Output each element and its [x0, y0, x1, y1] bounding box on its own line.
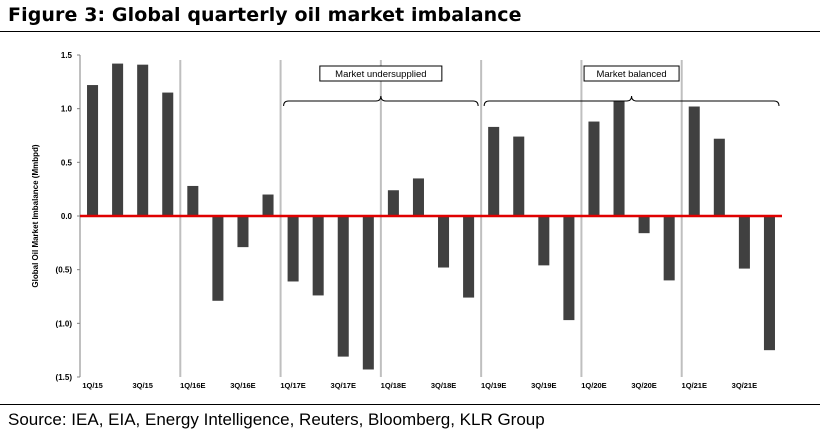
- x-tick-label: 1Q/15: [82, 381, 102, 390]
- y-tick-label: 1.0: [61, 105, 73, 114]
- bar: [513, 136, 525, 216]
- bar: [87, 85, 99, 216]
- x-tick-label: 1Q/20E: [581, 381, 606, 390]
- x-tick-label: 3Q/16E: [230, 381, 255, 390]
- title-rule: [0, 31, 820, 32]
- x-tick-label: 1Q/16E: [180, 381, 205, 390]
- y-tick-label: (1.5): [56, 373, 73, 382]
- annotation-bracket: [283, 95, 479, 107]
- bar: [538, 216, 550, 266]
- bar: [763, 216, 775, 351]
- bar: [262, 194, 274, 216]
- bar: [362, 216, 374, 370]
- annotation-bracket: [483, 95, 780, 107]
- oil-imbalance-chart: Global Oil Market Imbalance (Mmbpd) 1.5 1…: [31, 51, 782, 390]
- bar: [412, 178, 424, 216]
- bar: [588, 121, 600, 216]
- x-tick-label: 3Q/20E: [631, 381, 656, 390]
- bar: [212, 216, 224, 301]
- source-rule: [0, 404, 820, 405]
- bar: [663, 216, 675, 281]
- y-tick-label: 0.0: [61, 212, 73, 221]
- bar: [112, 63, 124, 217]
- x-tick-label: 3Q/17E: [331, 381, 356, 390]
- annotation-label: Market balanced: [596, 69, 666, 80]
- source-note: Source: IEA, EIA, Energy Intelligence, R…: [8, 410, 545, 429]
- figure-title: Figure 3: Global quarterly oil market im…: [8, 4, 522, 26]
- x-tick-label: 1Q/18E: [381, 381, 406, 390]
- annotation-box: [319, 65, 443, 82]
- bar: [688, 106, 700, 216]
- bar: [287, 216, 299, 282]
- bar: [312, 216, 324, 296]
- bar: [438, 216, 450, 268]
- bar: [713, 138, 725, 216]
- y-tick-label: (0.5): [56, 266, 73, 275]
- bar: [738, 216, 750, 269]
- y-axis-label: Global Oil Market Imbalance (Mmbpd): [31, 144, 40, 287]
- y-tick-label: (1.0): [56, 319, 73, 328]
- bar: [137, 64, 149, 216]
- x-tick-label: 1Q/19E: [481, 381, 506, 390]
- x-tick-label: 3Q/19E: [531, 381, 556, 390]
- x-tick-label: 3Q/21E: [732, 381, 757, 390]
- bar: [613, 101, 625, 216]
- x-tick-label: 1Q/17E: [280, 381, 305, 390]
- x-tick-label: 3Q/15: [132, 381, 152, 390]
- y-tick-label: 0.5: [61, 158, 73, 167]
- annotation-label: Market undersupplied: [335, 69, 426, 80]
- bar: [187, 185, 199, 216]
- bar: [387, 190, 399, 216]
- bar: [463, 216, 475, 298]
- bar: [563, 216, 575, 321]
- annotation-box: [583, 65, 680, 82]
- bar: [488, 126, 500, 216]
- x-tick-label: 1Q/21E: [682, 381, 707, 390]
- bar: [337, 216, 349, 357]
- y-tick-label: 1.5: [61, 51, 73, 60]
- bar: [237, 216, 249, 248]
- bar: [162, 92, 174, 216]
- bar: [638, 216, 650, 234]
- x-tick-label: 3Q/18E: [431, 381, 456, 390]
